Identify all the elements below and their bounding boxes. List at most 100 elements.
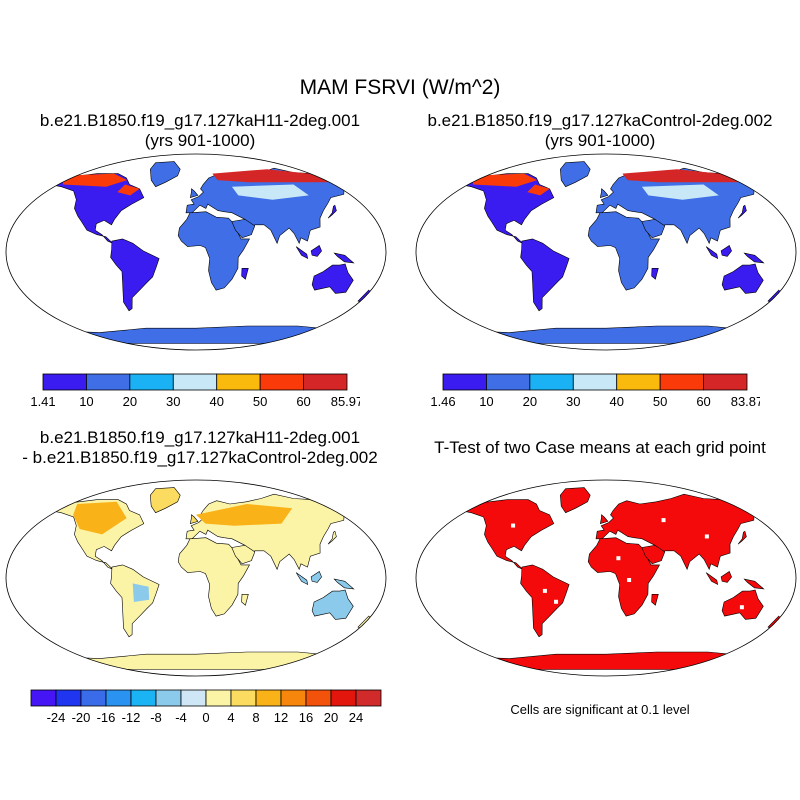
high-value-region [62,173,128,187]
colorbar-tick-label: 20 [523,394,537,409]
positive-anomaly-region [196,504,293,526]
landmass-greenland [559,487,591,514]
panel-title-case2: b.e21.B1850.f19_g17.127kaControl-2deg.00… [400,111,800,151]
landmass-japan [737,530,747,545]
non-significant-cell [704,534,709,539]
colorbar-box [529,373,574,391]
panel-title-line: (yrs 901-1000) [544,131,656,150]
landmass-australia [311,263,354,294]
colorbar-tick-label: 16 [299,710,313,725]
colorbar-box [572,373,618,391]
landmass-indonesia2 [720,571,732,583]
landmass-arabia [231,218,256,239]
landmass-africa [177,537,251,617]
high-value-region [472,173,538,187]
colorbar-tick-label: 12 [274,710,288,725]
non-significant-cell [616,556,621,561]
landmass-arabia [641,218,666,239]
non-significant-cell [661,518,666,523]
significance-note: Cells are significant at 0.1 level [510,702,690,717]
panel-title-line: - b.e21.B1850.f19_g17.127kaControl-2deg.… [22,448,378,467]
map-border [415,153,797,351]
colorbar-box [129,373,174,391]
colorbar-tick-label: -8 [150,710,162,725]
colorbar-box [155,689,182,707]
panel-title-line: T-Test of two Case means at each grid po… [434,438,766,457]
colorbar-box [105,689,132,707]
landmass-australia [721,263,764,294]
landmass-eurasia [595,493,763,571]
landmass-indonesia1 [295,246,309,260]
landmass-australia [721,589,764,620]
colorbar-box [172,373,218,391]
colorbar-box [205,689,232,707]
landmass-newguinea [743,252,765,264]
landmass-antarctica [47,325,345,344]
non-significant-cell [739,605,744,610]
map-border [5,479,387,677]
landmass-northamerica [459,499,555,570]
colorbar-tick-label: 24 [349,710,363,725]
landmass-newguinea [333,578,355,590]
colorbar-tick-label: 0 [202,710,209,725]
panel-title-line: (yrs 901-1000) [144,131,256,150]
landmass-uk [599,188,609,199]
colorbar-tick-label: 1.41 [30,394,55,409]
landmass-japan [327,530,337,545]
colorbar-box [616,373,661,391]
colorbar-tick-label: -16 [97,710,116,725]
high-value-region [622,169,740,183]
colorbar-tick-label: 20 [324,710,338,725]
panel-title-diff: b.e21.B1850.f19_g17.127kaH11-2deg.001 - … [0,428,400,468]
landmass-africa [177,211,251,291]
colorbar-tick-label: -4 [175,710,187,725]
colorbar-tick-label: 60 [296,394,310,409]
colorbar-tick-label: 10 [479,394,493,409]
colorbar-box [305,689,332,707]
colorbar-tick-label: -12 [122,710,141,725]
landmass-indonesia1 [295,572,309,586]
landmass-australia [311,589,354,620]
landmass-japan [327,204,337,219]
non-significant-cell [627,578,632,582]
colorbar-tick-label: -20 [72,710,91,725]
colorbar-tick-label: 40 [209,394,223,409]
colorbar-box [486,373,531,391]
landmass-antarctica [47,651,345,670]
landmass-africa [587,211,661,291]
landmass-uk [599,514,609,525]
colorbar-box [703,373,748,391]
landmass-arabia [641,544,666,565]
landmass-greenland [149,487,181,514]
map-case2 [415,153,797,351]
colorbar-box [180,689,207,707]
colorbar-tick-label: 60 [696,394,710,409]
landmass-greenland [149,161,181,188]
landmass-southamerica [110,238,160,312]
landmass-uk [189,188,199,199]
landmass-newguinea [333,252,355,264]
colorbar-tick-label: 4 [227,710,234,725]
colorbar-box [330,689,357,707]
colorbar-tick-label: 30 [166,394,180,409]
colorbar-diff: -24 -20 -16 -12 -8 -4 0 4 8 12 16 20 24 [30,689,382,725]
landmass-arabia [231,544,256,565]
landmass-madagascar [651,594,659,606]
map-border [415,479,797,677]
landmass-eurasia [185,167,353,245]
landmass-southamerica [520,238,570,312]
figure-title: MAM FSRVI (W/m^2) [299,76,501,99]
non-significant-cell [542,588,547,593]
panel-title-case1: b.e21.B1850.f19_g17.127kaH11-2deg.001 (y… [0,111,400,151]
landmass-madagascar [651,268,659,280]
high-value-region [212,169,330,183]
colorbar-tick-label: 83.87 [731,394,760,409]
non-significant-cell [511,523,516,528]
colorbar-box [280,689,307,707]
colorbar-box [130,689,157,707]
colorbar-box [30,689,57,707]
colorbar-tick-label: 40 [609,394,623,409]
colorbar-box [442,373,487,391]
colorbar-box [355,689,382,707]
